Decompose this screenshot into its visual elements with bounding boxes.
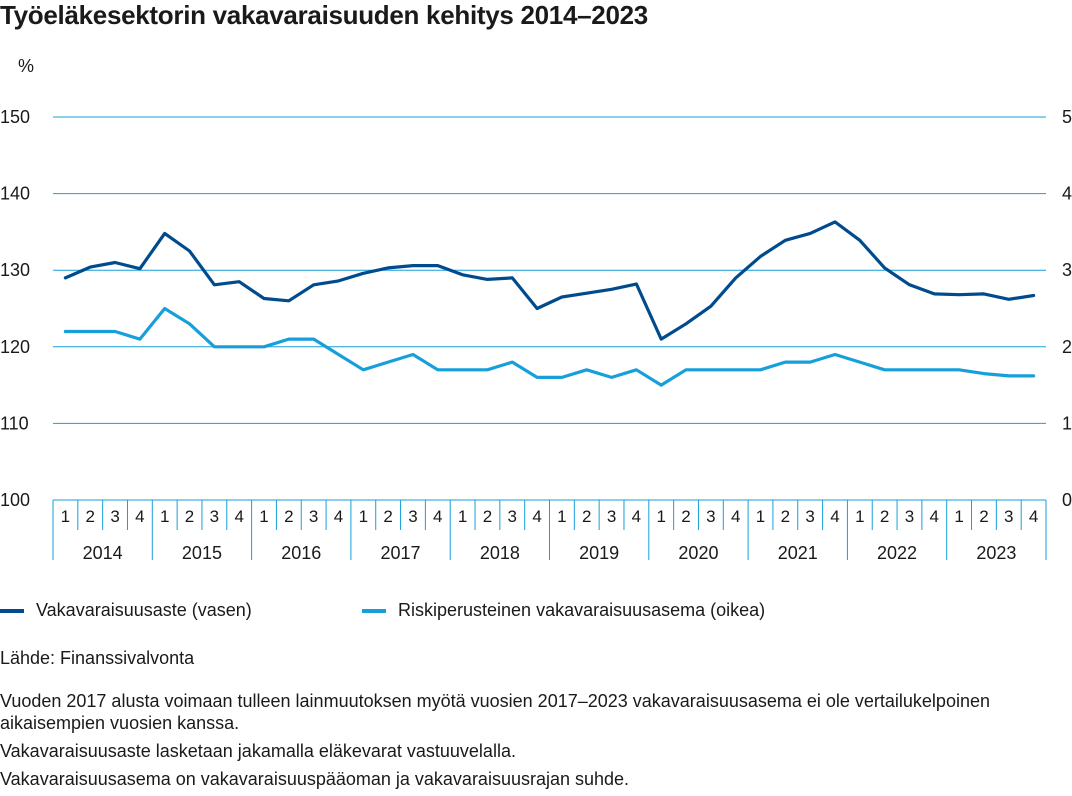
left-axis-ticks: 100 110 120 130 140 150 <box>0 107 30 510</box>
y2-tick-label: 2 <box>1062 337 1072 357</box>
y-tick-label: 130 <box>0 260 30 280</box>
year-label: 2014 <box>83 543 123 563</box>
quarter-label: 4 <box>930 507 939 526</box>
quarter-label: 2 <box>483 507 492 526</box>
year-label: 2021 <box>778 543 818 563</box>
quarter-label: 1 <box>855 507 864 526</box>
quarter-label: 3 <box>508 507 517 526</box>
quarter-label: 4 <box>433 507 442 526</box>
quarter-label: 1 <box>656 507 665 526</box>
y2-tick-label: 0 <box>1062 490 1072 510</box>
quarter-label: 3 <box>805 507 814 526</box>
legend-swatch <box>0 608 24 613</box>
quarter-label: 3 <box>408 507 417 526</box>
year-label: 2020 <box>678 543 718 563</box>
year-label: 2023 <box>976 543 1016 563</box>
quarter-label: 2 <box>284 507 293 526</box>
quarter-label: 2 <box>681 507 690 526</box>
y-tick-label: 120 <box>0 337 30 357</box>
quarter-label: 1 <box>756 507 765 526</box>
quarter-label: 4 <box>830 507 839 526</box>
y-tick-label: 110 <box>0 413 29 433</box>
quarter-label: 4 <box>632 507 641 526</box>
note: Vuoden 2017 alusta voimaan tulleen lainm… <box>0 691 990 733</box>
quarter-label: 3 <box>905 507 914 526</box>
y2-tick-label: 3 <box>1062 260 1072 280</box>
series-line-vakavaraisuusaste <box>63 220 1036 341</box>
quarter-label: 3 <box>110 507 119 526</box>
legend-label: Vakavaraisuusaste (vasen) <box>36 600 252 620</box>
y2-tick-label: 1 <box>1062 413 1072 433</box>
notes: Vuoden 2017 alusta voimaan tulleen lainm… <box>0 690 1000 796</box>
quarter-label: 1 <box>359 507 368 526</box>
series-lines <box>63 220 1036 387</box>
legend: Vakavaraisuusaste (vasen) Riskiperustein… <box>0 600 1072 628</box>
series-line-vakavaraisuusasema <box>63 306 1036 387</box>
quarter-label: 4 <box>334 507 343 526</box>
quarter-label: 4 <box>1029 507 1038 526</box>
quarter-label: 2 <box>582 507 591 526</box>
legend-swatch <box>362 608 386 613</box>
quarter-label: 2 <box>185 507 194 526</box>
year-label: 2018 <box>480 543 520 563</box>
year-label: 2019 <box>579 543 619 563</box>
y-axis-label: % <box>18 56 34 76</box>
legend-item-vakavaraisuusaste: Vakavaraisuusaste (vasen) <box>0 600 252 621</box>
quarter-label: 3 <box>706 507 715 526</box>
quarter-label: 4 <box>731 507 740 526</box>
quarter-label: 3 <box>309 507 318 526</box>
quarter-label: 1 <box>954 507 963 526</box>
year-label: 2022 <box>877 543 917 563</box>
right-axis-ticks: 0 1 2 3 4 5 <box>1062 107 1072 510</box>
quarter-label: 3 <box>607 507 616 526</box>
quarter-label: 2 <box>383 507 392 526</box>
year-label: 2016 <box>281 543 321 563</box>
quarter-label: 4 <box>532 507 541 526</box>
y2-tick-label: 5 <box>1062 107 1072 127</box>
year-label: 2015 <box>182 543 222 563</box>
quarter-label: 1 <box>160 507 169 526</box>
quarter-label: 1 <box>557 507 566 526</box>
quarter-label: 3 <box>1004 507 1013 526</box>
source-text: Lähde: Finanssivalvonta <box>0 648 195 668</box>
quarter-label: 2 <box>86 507 95 526</box>
quarter-label: 2 <box>979 507 988 526</box>
quarter-label: 1 <box>458 507 467 526</box>
quarter-label: 2 <box>880 507 889 526</box>
quarter-label: 4 <box>135 507 144 526</box>
legend-label: Riskiperusteinen vakavaraisuusasema (oik… <box>398 600 766 620</box>
year-label: 2017 <box>381 543 421 563</box>
y-tick-label: 100 <box>0 490 30 510</box>
legend-item-vakavaraisuusasema: Riskiperusteinen vakavaraisuusasema (oik… <box>362 600 765 621</box>
y2-tick-label: 4 <box>1062 184 1072 204</box>
chart-title: Työeläkesektorin vakavaraisuuden kehitys… <box>0 0 648 30</box>
quarter-label: 3 <box>210 507 219 526</box>
quarter-label: 1 <box>259 507 268 526</box>
quarter-label: 4 <box>234 507 243 526</box>
note: Vakavaraisuusaste lasketaan jakamalla el… <box>0 741 516 761</box>
y-tick-label: 140 <box>0 184 30 204</box>
quarter-label: 2 <box>781 507 790 526</box>
quarter-label: 1 <box>61 507 70 526</box>
y-tick-label: 150 <box>0 107 30 127</box>
note: Vakavaraisuusasema on vakavaraisuuspääom… <box>0 769 630 789</box>
